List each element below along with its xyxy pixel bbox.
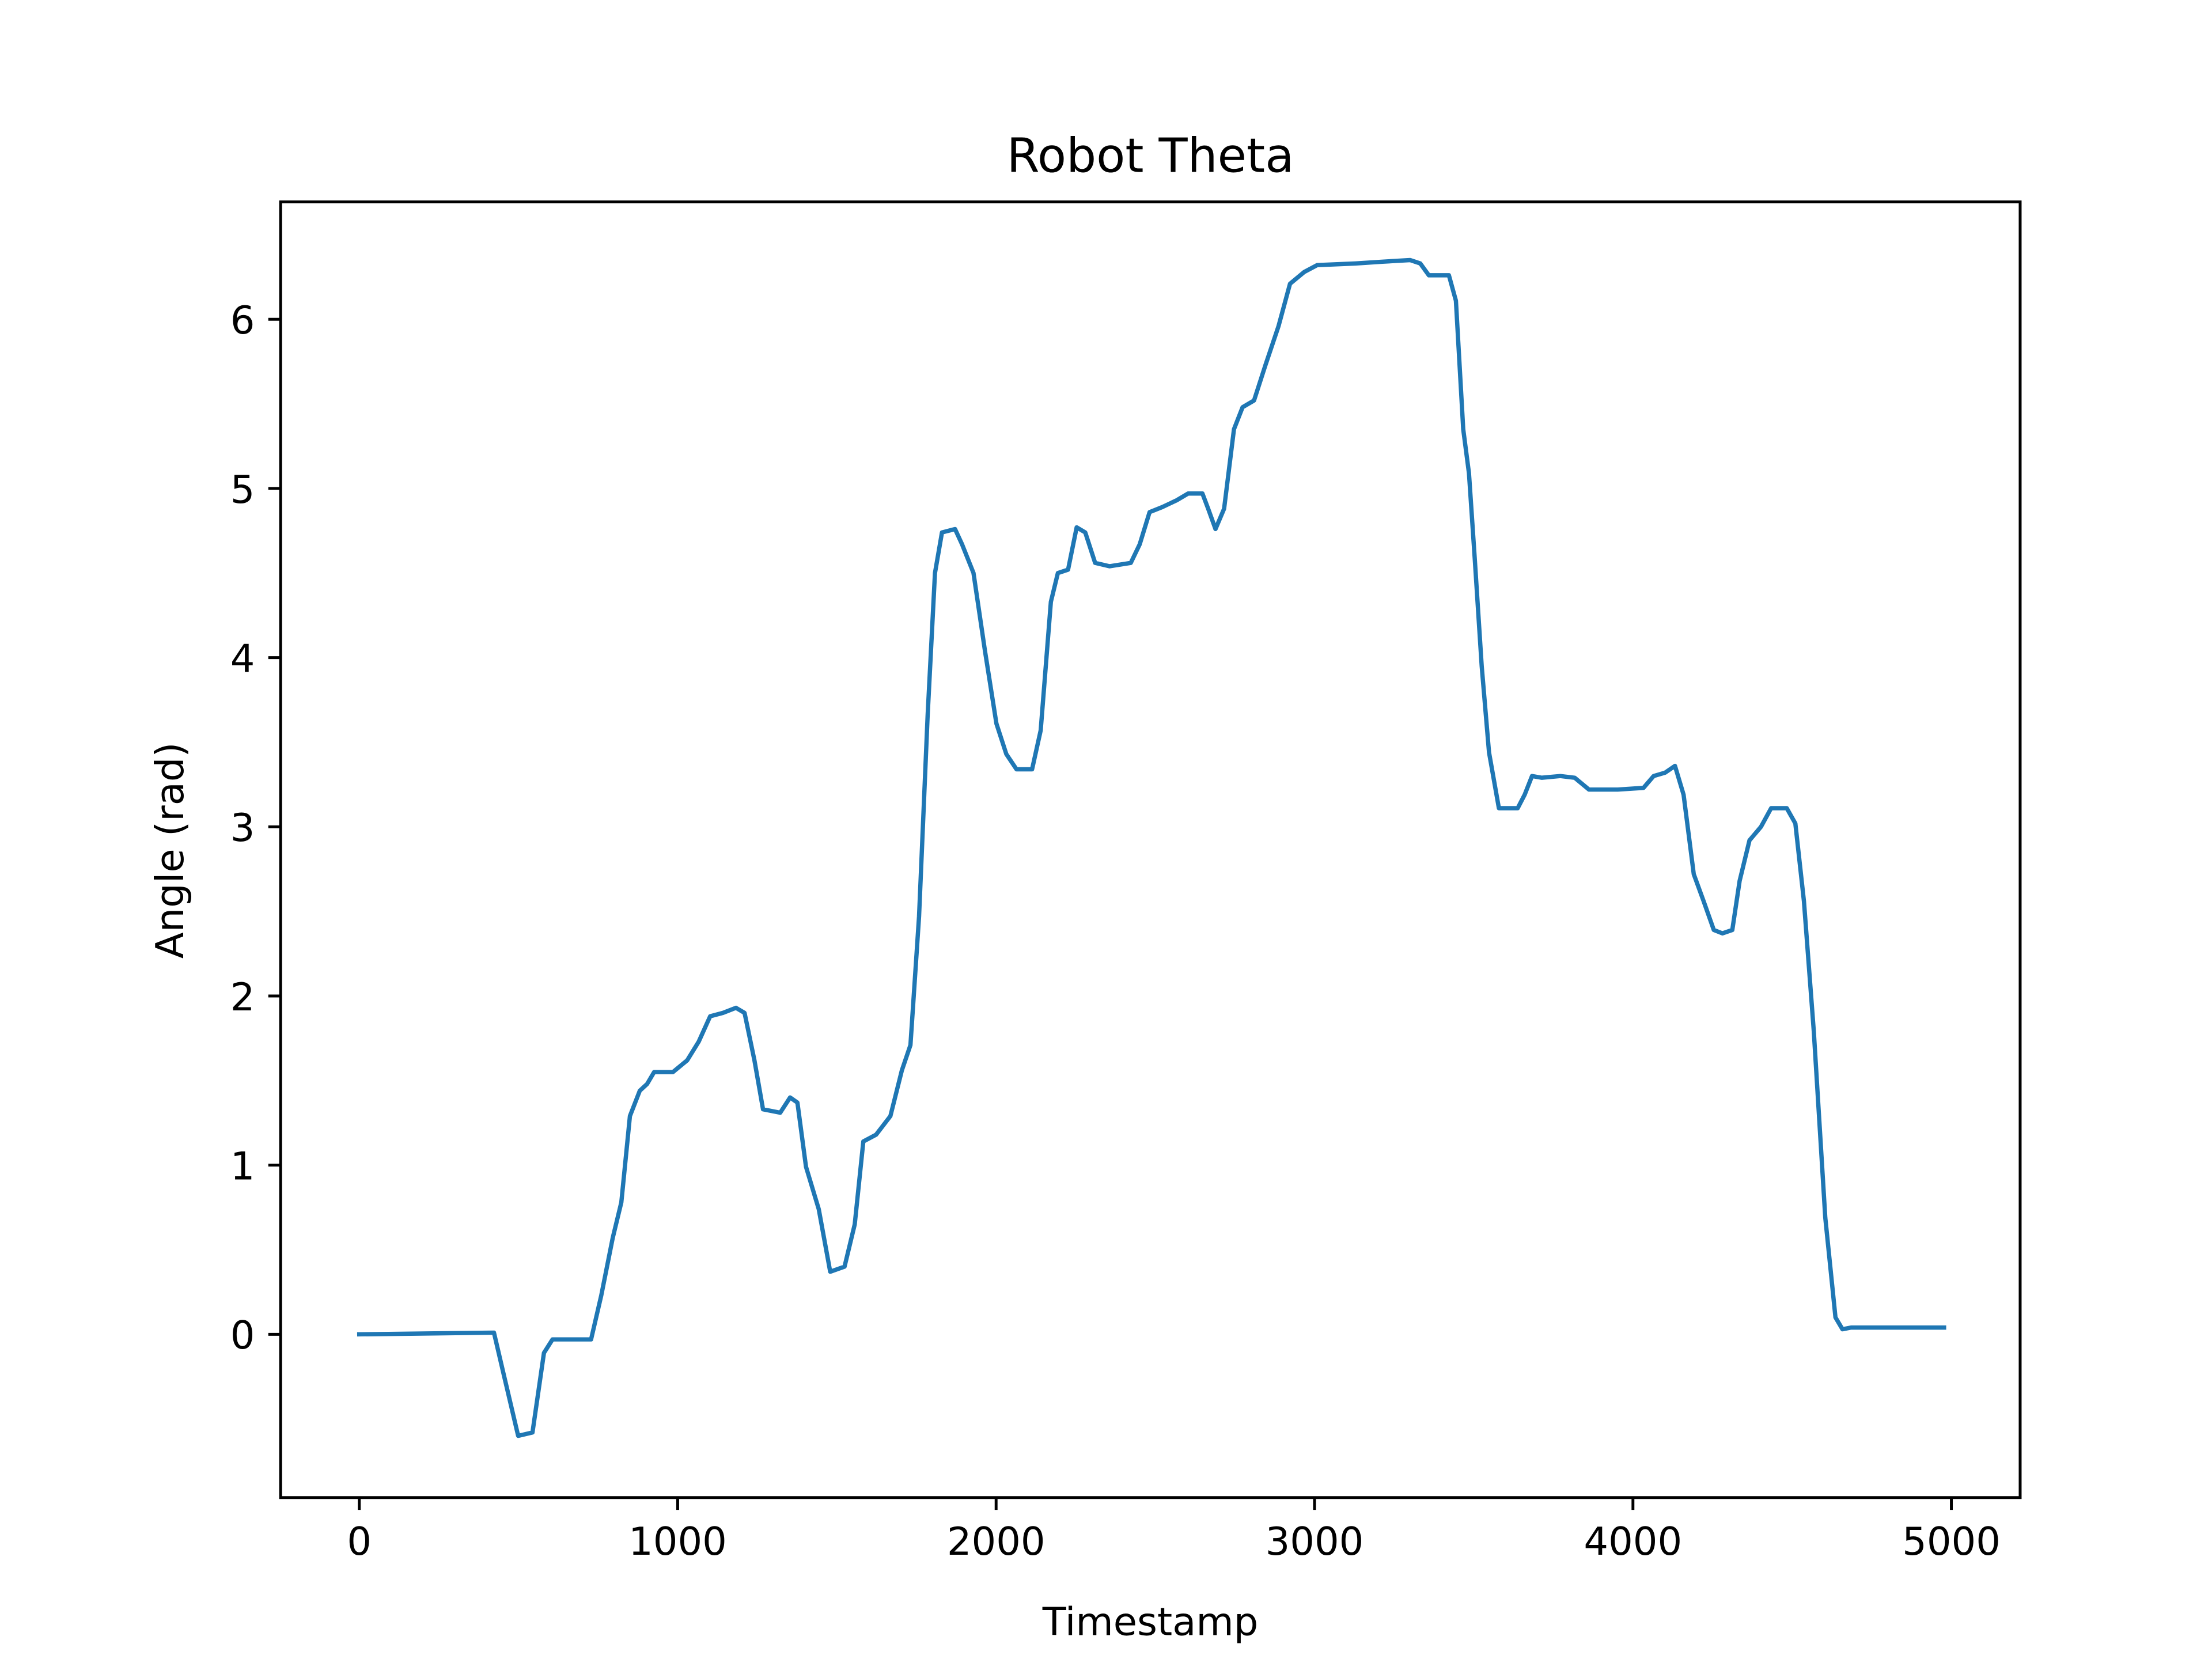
x-tick-label: 5000: [1902, 1519, 2001, 1564]
y-tick-label: 4: [230, 636, 255, 681]
x-tick-label: 0: [347, 1519, 372, 1564]
x-tick-label: 1000: [628, 1519, 727, 1564]
y-tick-label: 1: [230, 1144, 255, 1189]
y-axis-label: Angle (rad): [147, 742, 192, 959]
plot-frame: [279, 200, 2022, 1499]
y-tick-label: 6: [230, 298, 255, 343]
y-tick-label: 5: [230, 467, 255, 512]
x-tick-label: 3000: [1266, 1519, 1364, 1564]
data-line: [357, 257, 1946, 1438]
y-tick-label: 2: [230, 975, 255, 1020]
y-tick-label: 0: [230, 1313, 255, 1358]
y-tick-label: 3: [230, 805, 255, 850]
x-tick-label: 4000: [1584, 1519, 1682, 1564]
x-tick-label: 2000: [947, 1519, 1046, 1564]
chart-title: Robot Theta: [1007, 128, 1294, 183]
x-axis-label: Timestamp: [1042, 1599, 1259, 1644]
